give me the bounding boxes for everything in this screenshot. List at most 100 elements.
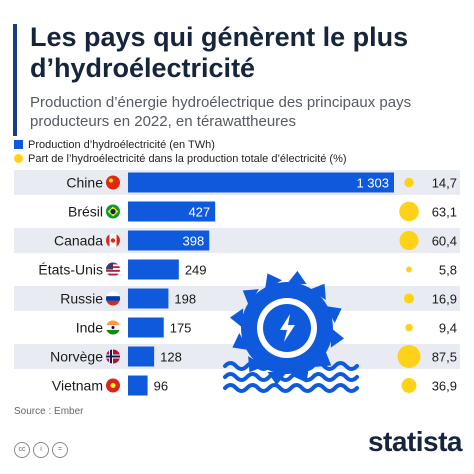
- canada-flag-band: [116, 233, 120, 248]
- legend-item-production: Production d’hydroélectricité (en TWh): [14, 139, 215, 151]
- turbine-blade: [229, 308, 244, 328]
- flag-inner: [106, 320, 120, 335]
- water-wave: [223, 383, 359, 393]
- chart-subtitle: Production d’énergie hydroélectrique des…: [30, 94, 412, 130]
- share-dot: [406, 266, 412, 273]
- bar: [128, 172, 394, 193]
- bar-value-label: 128: [160, 350, 182, 365]
- russia-flag-band: [106, 300, 120, 306]
- share-dot: [403, 293, 415, 304]
- bar-value-label: 249: [185, 263, 207, 278]
- bar-chart: Chine 1 303 14,7 Brésil 427 63,1 Canada 398 60,4…: [14, 170, 460, 396]
- share-value-label: 14,7: [432, 176, 457, 191]
- legend-label-share: Part de l’hydroélectricité dans la produ…: [28, 153, 347, 165]
- turbine-blade: [287, 270, 307, 285]
- category-label: Norvège: [50, 349, 103, 365]
- chart-title: Les pays qui génèrent le plus d’hydroéle…: [30, 22, 409, 83]
- norway-flag-cross: [106, 355, 120, 358]
- share-value-label: 63,1: [432, 205, 457, 220]
- share-value-label: 36,9: [432, 379, 457, 394]
- category-label: Brésil: [68, 204, 103, 220]
- bar-value-label: 427: [188, 205, 210, 220]
- bar-value-label: 1 303: [356, 176, 389, 191]
- category-label: Inde: [76, 320, 103, 336]
- category-label: Chine: [66, 175, 103, 191]
- share-value-label: 16,9: [432, 292, 457, 307]
- bar-value-label: 398: [183, 234, 205, 249]
- canada-flag-leaf: [110, 238, 116, 243]
- share-value-label: 87,5: [432, 350, 457, 365]
- hydro-turbine-icon: [223, 270, 359, 393]
- share-dot: [404, 177, 414, 188]
- source-note: Source : Ember: [14, 406, 84, 417]
- india-flag: [106, 320, 120, 335]
- usa-flag-stripe: [106, 269, 120, 272]
- usa-flag: [106, 262, 120, 277]
- title-accent-bar: [13, 24, 17, 136]
- canada-flag: [106, 233, 120, 248]
- russia-flag: [106, 291, 120, 306]
- flag-inner: [106, 233, 120, 248]
- china-flag: [106, 175, 120, 190]
- attribution-icon: i: [33, 442, 49, 458]
- usa-flag-stripe: [106, 273, 120, 276]
- flag-inner: [106, 378, 120, 393]
- flag-inner: [106, 204, 120, 219]
- legend-item-share: Part de l’hydroélectricité dans la produ…: [14, 153, 347, 165]
- bar-value-label: 96: [154, 379, 168, 394]
- india-flag-wheel: [111, 326, 115, 329]
- no-derivatives-icon: =: [52, 442, 68, 458]
- bar: [128, 201, 216, 222]
- flag-inner: [106, 262, 120, 277]
- turbine-blade: [330, 328, 345, 348]
- cc-icon: cc: [14, 442, 30, 458]
- bar: [128, 288, 169, 309]
- turbine-blade: [242, 289, 259, 306]
- legend-dot-icon: [14, 154, 23, 163]
- turbine-blade: [309, 283, 326, 300]
- bar-value-label: 175: [170, 321, 192, 336]
- russia-flag-band: [106, 291, 120, 297]
- brazil-flag-globe: [110, 208, 116, 215]
- category-label: États-Unis: [38, 262, 103, 278]
- share-dot: [399, 201, 419, 222]
- share-value-label: 5,8: [439, 263, 457, 278]
- vietnam-flag-star: [110, 383, 116, 388]
- share-dot: [397, 345, 421, 368]
- canada-flag-band: [106, 233, 110, 248]
- flag-inner: [106, 291, 120, 306]
- legend-square-icon: [14, 140, 23, 149]
- india-flag-band: [106, 329, 120, 335]
- share-dot: [399, 230, 419, 251]
- water-wave: [223, 372, 359, 382]
- lightning-icon: [280, 314, 295, 342]
- bar-value-label: 198: [174, 292, 196, 307]
- share-value-label: 60,4: [432, 234, 457, 249]
- india-flag-band: [106, 320, 120, 326]
- row-band: [14, 228, 460, 253]
- bar: [128, 317, 164, 338]
- bar: [128, 375, 148, 396]
- bar: [128, 346, 155, 367]
- statista-logo: statista: [367, 426, 463, 457]
- share-dot: [405, 323, 413, 332]
- china-flag-star: [109, 178, 113, 183]
- bar: [128, 259, 179, 280]
- brazil-flag: [106, 204, 120, 219]
- norway-flag: [106, 349, 120, 364]
- vietnam-flag: [106, 378, 120, 393]
- usa-flag-canton: [106, 262, 113, 270]
- license-icons: cc i =: [14, 438, 71, 458]
- bar: [128, 230, 210, 251]
- share-dot: [401, 378, 417, 393]
- share-value-label: 9,4: [439, 321, 457, 336]
- russia-flag-band: [106, 296, 120, 301]
- category-label: Vietnam: [52, 378, 103, 394]
- category-label: Russie: [60, 291, 103, 307]
- flag-inner: [106, 175, 120, 190]
- category-label: Canada: [54, 233, 103, 249]
- flag-inner: [106, 349, 120, 364]
- row-band: [14, 286, 460, 311]
- legend-label-production: Production d’hydroélectricité (en TWh): [28, 139, 215, 151]
- water-wave: [223, 361, 359, 371]
